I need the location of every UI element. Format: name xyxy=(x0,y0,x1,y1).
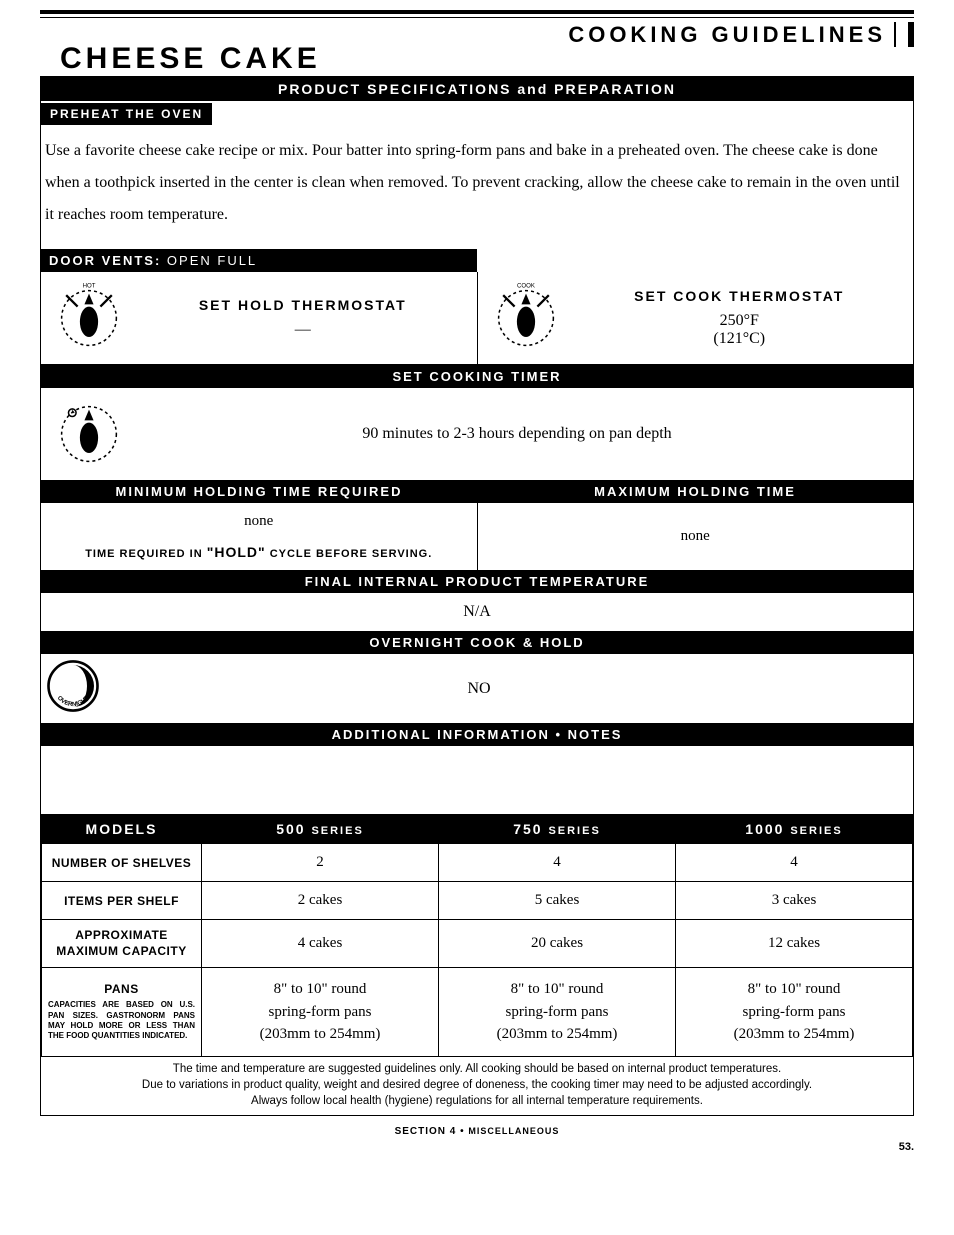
overnight-value: NO xyxy=(105,680,913,698)
svg-text:COOK: COOK xyxy=(517,283,535,290)
spec-bar: PRODUCT SPECIFICATIONS and PREPARATION xyxy=(41,77,913,101)
door-vents-value: OPEN FULL xyxy=(167,253,257,268)
cook-thermo-cell: COOK SET COOK THERMOSTAT 250°F (121°C) xyxy=(477,272,914,364)
door-vents-cell: DOOR VENTS: OPEN FULL xyxy=(41,249,477,272)
top-rule xyxy=(40,10,914,18)
hold-thermo-value: — xyxy=(137,321,469,339)
notes-area xyxy=(41,746,913,814)
col-500: 500 SERIES xyxy=(202,815,439,844)
hold-time-bar: MINIMUM HOLDING TIME REQUIRED MAXIMUM HO… xyxy=(41,480,913,503)
set-hold-label: SET HOLD THERMOSTAT xyxy=(137,297,469,313)
pans-note: CAPACITIES ARE BASED ON U.S. PAN SIZES. … xyxy=(48,1000,195,1042)
thermostat-row: HOT SET HOLD THERMOSTAT — COOK SET COOK … xyxy=(41,272,913,365)
content-frame: PRODUCT SPECIFICATIONS and PREPARATION P… xyxy=(40,76,914,1116)
knob-icon: COOK xyxy=(486,278,566,358)
col-750: 750 SERIES xyxy=(439,815,676,844)
min-hold-label: MINIMUM HOLDING TIME REQUIRED xyxy=(41,480,477,503)
hold-cycle-note: TIME REQUIRED IN "HOLD" CYCLE BEFORE SER… xyxy=(47,544,471,560)
cook-timer-value: 90 minutes to 2-3 hours depending on pan… xyxy=(129,425,905,443)
overnight-badge-icon: OVERNIGHT xyxy=(41,654,105,723)
notes-bar: ADDITIONAL INFORMATION • NOTES xyxy=(41,723,913,746)
cooking-guidelines: COOKING GUIDELINES xyxy=(568,22,914,47)
col-1000: 1000 SERIES xyxy=(676,815,913,844)
cook-timer-bar: SET COOKING TIMER xyxy=(41,365,913,388)
min-hold-cell: none TIME REQUIRED IN "HOLD" CYCLE BEFOR… xyxy=(41,503,477,570)
final-temp-value: N/A xyxy=(41,593,913,631)
instructions-text: Use a favorite cheese cake recipe or mix… xyxy=(41,125,913,249)
table-row: ITEMS PER SHELF 2 cakes 5 cakes 3 cakes xyxy=(42,882,913,920)
models-table: MODELS 500 SERIES 750 SERIES 1000 SERIES… xyxy=(41,814,913,1057)
max-hold-label: MAXIMUM HOLDING TIME xyxy=(477,480,913,503)
svg-text:HOT: HOT xyxy=(83,283,96,290)
overnight-bar: OVERNIGHT COOK & HOLD xyxy=(41,631,913,654)
max-hold-value: none xyxy=(681,528,710,545)
table-row-pans: PANS CAPACITIES ARE BASED ON U.S. PAN SI… xyxy=(42,968,913,1057)
cook-temp-c: (121°C) xyxy=(713,330,765,347)
models-header: MODELS xyxy=(42,815,202,844)
timer-icon xyxy=(49,394,129,474)
max-hold-cell: none xyxy=(477,503,914,570)
door-vents-label: DOOR VENTS: xyxy=(49,253,161,268)
hold-time-row: none TIME REQUIRED IN "HOLD" CYCLE BEFOR… xyxy=(41,503,913,570)
overnight-row: OVERNIGHT NO xyxy=(41,654,913,723)
knob-icon: HOT xyxy=(49,278,129,358)
cooking-guidelines-text: COOKING GUIDELINES xyxy=(568,22,896,47)
hold-thermo-cell: HOT SET HOLD THERMOSTAT — xyxy=(41,272,477,364)
pans-head: PANS xyxy=(48,982,195,996)
min-hold-value: none xyxy=(47,513,471,530)
set-cook-label: SET COOK THERMOSTAT xyxy=(574,288,906,304)
footer: SECTION 4 • MISCELLANEOUS xyxy=(40,1126,914,1137)
final-temp-bar: FINAL INTERNAL PRODUCT TEMPERATURE xyxy=(41,570,913,593)
page: COOKING GUIDELINES CHEESE CAKE PRODUCT S… xyxy=(0,0,954,1173)
door-vents-spacer xyxy=(477,249,913,272)
preheat-label: PREHEAT THE OVEN xyxy=(41,103,212,125)
cook-temp-f: 250°F xyxy=(720,312,759,329)
cook-timer-row: 90 minutes to 2-3 hours depending on pan… xyxy=(41,388,913,480)
door-vents-bar: DOOR VENTS: OPEN FULL xyxy=(41,249,913,272)
table-row: NUMBER OF SHELVES 2 4 4 xyxy=(42,844,913,882)
table-row: APPROXIMATE MAXIMUM CAPACITY 4 cakes 20 … xyxy=(42,920,913,968)
page-number: 53. xyxy=(40,1141,914,1153)
disclaimer: The time and temperature are suggested g… xyxy=(41,1057,913,1115)
